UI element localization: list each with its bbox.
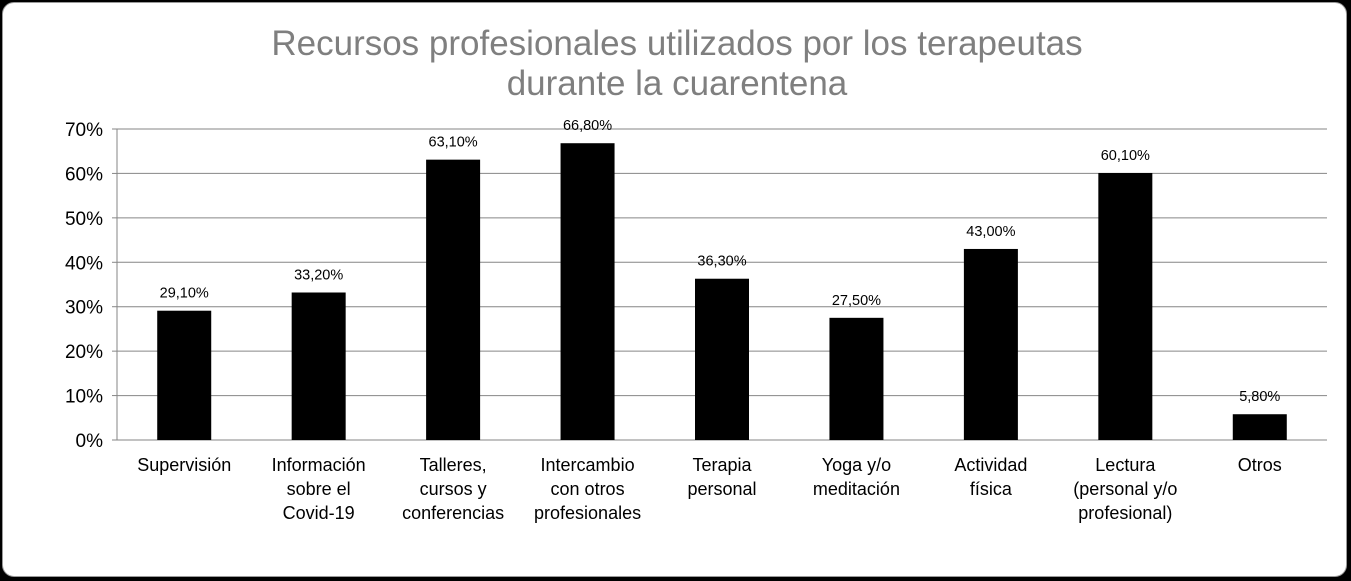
x-category-label: Información [272,455,366,475]
data-label: 27,50% [832,293,881,309]
x-category-label: sobre el [287,479,351,499]
data-label: 36,30% [697,254,746,270]
x-category-label: Actividad [954,455,1027,475]
data-label: 66,80% [563,118,612,134]
bar [1232,414,1287,440]
x-category-label: Otros [1238,455,1282,475]
bar [560,143,615,440]
x-category-label: Terapia [692,455,752,475]
x-category-label: Yoga y/o [822,455,891,475]
x-category-label: Covid-19 [283,503,355,523]
data-label: 63,10% [429,135,478,151]
x-category-label: conferencias [402,503,504,523]
category-labels: Supervisión Información sobre el Covid-19 Ta… [137,455,1282,523]
bar [963,248,1018,440]
x-category-label: cursos y [420,479,487,499]
data-labels: 29,10% 33,20% 63,10% 66,80% 36,30% 27,50% 43,0… [160,118,1281,405]
x-category-label: profesional) [1078,503,1172,523]
bar [695,278,749,440]
y-tick-label: 30% [65,298,103,319]
bar-chart: Recursos profesionales utilizados por lo… [65,24,1327,523]
x-category-label: Supervisión [137,455,231,475]
y-tick-label: 20% [65,342,103,363]
chart-title: Recursos profesionales utilizados por lo… [271,24,1082,103]
y-tick-label: 40% [65,253,103,274]
x-category-label: física [970,479,1013,499]
y-tick-label: 50% [65,209,103,230]
x-category-label: Lectura [1095,455,1156,475]
data-label: 5,80% [1239,389,1280,405]
data-label: 60,10% [1101,148,1150,164]
bar [829,317,884,440]
data-label: 33,20% [294,267,343,283]
x-category-label: meditación [813,479,900,499]
bar [157,310,212,440]
x-category-label: profesionales [534,503,641,523]
chart-title-line: Recursos profesionales utilizados por lo… [271,24,1082,63]
bar [426,159,481,441]
bar [291,292,346,440]
y-tick-label: 10% [65,387,103,408]
chart-title-line: durante la cuarentena [507,64,848,103]
data-label: 29,10% [160,286,209,302]
data-label: 43,00% [966,224,1015,240]
y-tick-label: 0% [76,431,104,452]
y-tick-label: 70% [65,120,103,141]
y-tick-label: 60% [65,164,103,185]
x-category-label: (personal y/o [1073,479,1177,499]
x-category-label: Intercambio [541,455,635,475]
y-axis-ticks: 0% 10% 20% 30% 40% 50% 60% 70% [65,120,117,452]
x-category-label: personal [687,479,756,499]
bars [157,143,1287,441]
x-category-label: Talleres, [420,455,487,475]
x-category-label: con otros [551,479,625,499]
bar [1098,172,1153,440]
